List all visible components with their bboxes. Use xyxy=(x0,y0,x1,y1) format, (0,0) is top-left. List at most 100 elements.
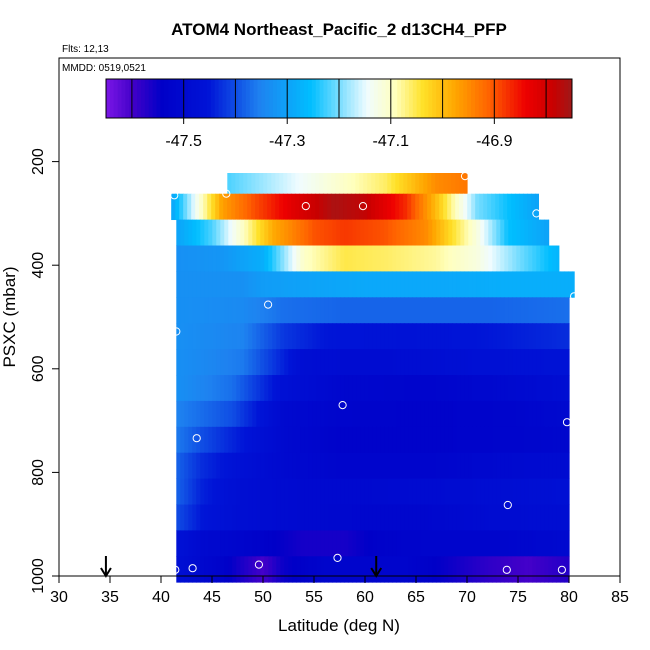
heatmap-cell xyxy=(432,375,437,402)
heatmap-cell xyxy=(312,375,317,402)
heatmap-cell xyxy=(308,349,313,376)
heatmap-cell xyxy=(412,426,417,454)
heatmap-cell xyxy=(276,400,281,428)
heatmap-cell xyxy=(360,245,365,272)
heatmap-cell xyxy=(400,297,405,324)
heatmap-cell xyxy=(392,271,397,298)
heatmap-cell xyxy=(404,323,409,350)
colorbar-segment xyxy=(377,79,383,118)
heatmap-cell xyxy=(504,349,509,376)
heatmap-cell xyxy=(232,504,237,531)
colorbar-segment xyxy=(432,79,437,118)
colorbar-segment xyxy=(164,79,169,118)
colorbar-segment xyxy=(405,79,410,118)
heatmap-cell xyxy=(400,219,405,246)
heatmap-cell xyxy=(488,375,493,402)
y-tick-label: 1000 xyxy=(30,558,47,594)
heatmap-cell xyxy=(448,504,453,531)
sample-point xyxy=(172,327,181,336)
heatmap-cell xyxy=(364,349,369,376)
heatmap-cell xyxy=(340,349,345,376)
heatmap-cell xyxy=(487,193,492,221)
heatmap-cell xyxy=(336,219,341,246)
heatmap-cell xyxy=(356,323,361,350)
colorbar-segment xyxy=(393,79,398,118)
heatmap-cell xyxy=(292,426,297,454)
heatmap-cell xyxy=(228,452,233,480)
heatmap-cell xyxy=(408,426,413,454)
heatmap-cell xyxy=(368,504,373,531)
heatmap-cell xyxy=(240,556,245,583)
heatmap-cell xyxy=(360,478,365,505)
heatmap-cell xyxy=(267,193,272,221)
colorbar-segment xyxy=(350,79,356,118)
heatmap-cell xyxy=(391,173,396,200)
heatmap-cell xyxy=(243,193,248,221)
heatmap-cell xyxy=(180,556,185,583)
heatmap-cell xyxy=(288,271,293,298)
heatmap-cell xyxy=(188,271,193,298)
heatmap-cell xyxy=(292,323,297,350)
heatmap-cell xyxy=(444,504,449,531)
heatmap-cell xyxy=(560,478,565,505)
heatmap-cell xyxy=(240,271,245,298)
heatmap-cell xyxy=(440,219,445,246)
heatmap-cell xyxy=(544,530,549,557)
heatmap-cell xyxy=(404,375,409,402)
heatmap-cell xyxy=(272,245,277,272)
heatmap-cell xyxy=(516,245,521,272)
heatmap-cell xyxy=(288,452,293,480)
heatmap-cell xyxy=(412,478,417,505)
heatmap-cell xyxy=(504,271,509,298)
colorbar-segment xyxy=(370,79,375,118)
heatmap-cell xyxy=(336,297,341,324)
colorbar-segment xyxy=(537,79,542,118)
heatmap-cell xyxy=(432,426,437,454)
heatmap-cell xyxy=(280,426,285,454)
heatmap-cell xyxy=(412,530,417,557)
heatmap-cell xyxy=(192,426,197,454)
heatmap-cell xyxy=(556,297,561,324)
heatmap-cell xyxy=(304,452,309,480)
heatmap-cell xyxy=(244,504,249,531)
heatmap-cell xyxy=(356,478,361,505)
heatmap-cell xyxy=(499,193,504,221)
heatmap-cell xyxy=(372,400,377,428)
heatmap-cell xyxy=(472,504,477,531)
sample-point xyxy=(570,292,579,301)
heatmap-cell xyxy=(264,297,269,324)
heatmap-cell xyxy=(372,297,377,324)
colorbar-segment xyxy=(218,79,223,118)
heatmap-cell xyxy=(468,323,473,350)
heatmap-cell xyxy=(480,375,485,402)
heatmap-cell xyxy=(460,245,465,272)
heatmap-cell xyxy=(500,219,505,246)
heatmap-cell xyxy=(308,426,313,454)
heatmap-cell xyxy=(536,478,541,505)
heatmap-cell xyxy=(536,271,541,298)
heatmap-cell xyxy=(400,556,405,583)
heatmap-cell xyxy=(444,297,449,324)
colorbar-frame xyxy=(105,78,573,119)
heatmap-cell xyxy=(300,219,305,246)
heatmap-cell xyxy=(180,478,185,505)
heatmap-cell xyxy=(504,556,509,583)
heatmap-cell xyxy=(512,219,517,246)
heatmap-cell xyxy=(408,504,413,531)
heatmap-cell xyxy=(359,173,364,200)
heatmap-cell xyxy=(296,349,301,376)
heatmap-cell xyxy=(263,193,268,221)
heatmap-cell xyxy=(483,193,488,221)
heatmap-cell xyxy=(428,271,433,298)
heatmap-cell xyxy=(284,297,289,324)
heatmap-cell xyxy=(548,504,553,531)
heatmap-cell xyxy=(540,452,545,480)
heatmap-cell xyxy=(232,478,237,505)
heatmap-cell xyxy=(180,504,185,531)
heatmap-cell xyxy=(528,271,533,298)
heatmap-cell xyxy=(440,375,445,402)
heatmap-cell xyxy=(200,400,205,428)
colorbar-segment xyxy=(199,79,204,118)
heatmap-cell xyxy=(227,173,232,200)
heatmap-cell xyxy=(324,452,329,480)
